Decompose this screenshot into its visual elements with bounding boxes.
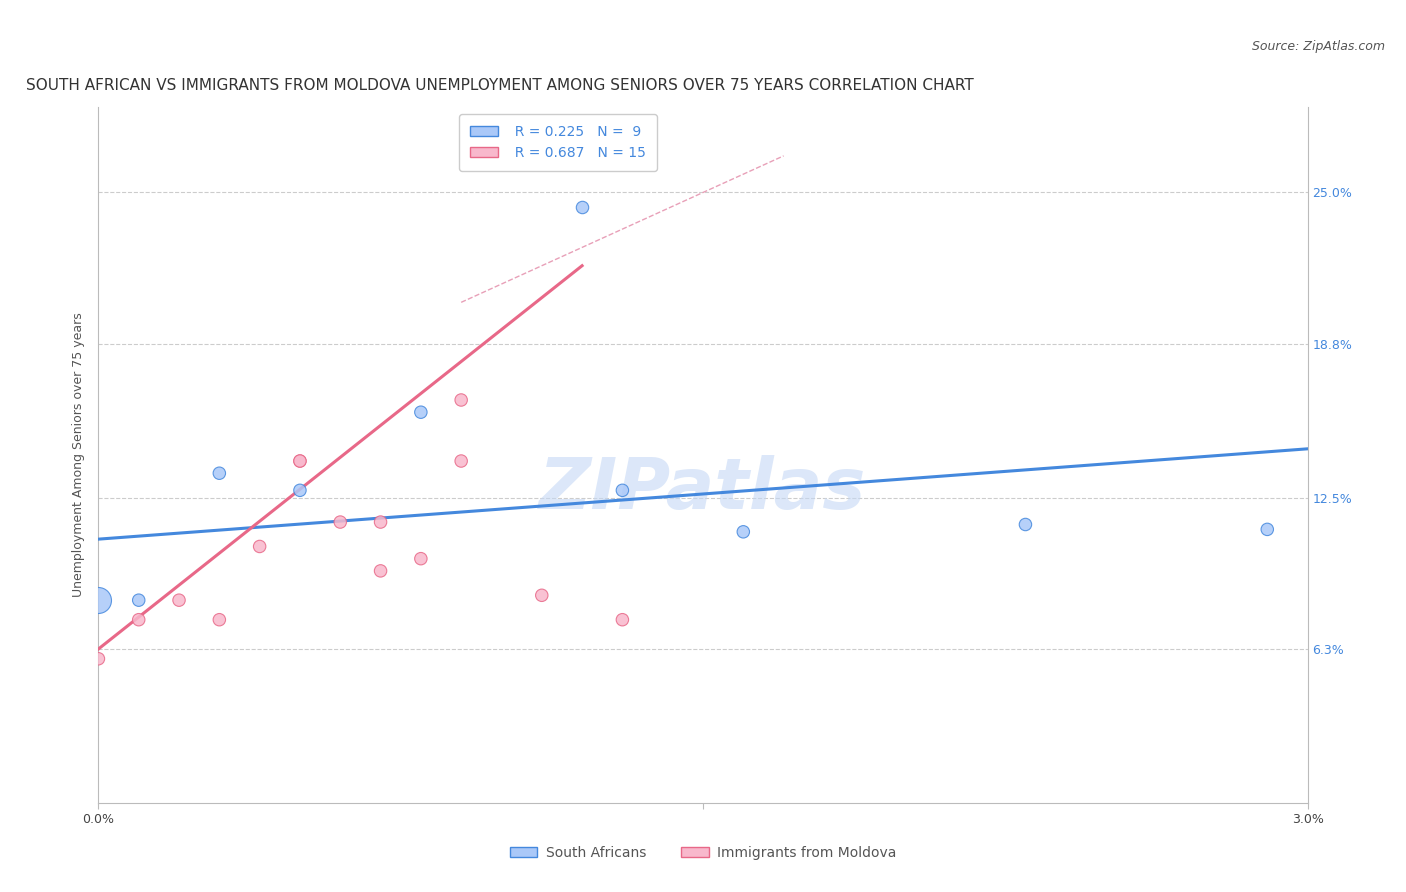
Point (329, 515, 352, 529)
Y-axis label: Unemployment Among Seniors over 75 years: Unemployment Among Seniors over 75 years (72, 312, 86, 598)
Point (612, 483, 634, 498)
Point (409, 405, 432, 419)
Point (370, 515, 392, 529)
Point (288, 483, 311, 498)
Point (1256, 522, 1278, 536)
Point (249, 540, 271, 554)
Point (128, 593, 150, 607)
Legend: South Africans, Immigrants from Moldova: South Africans, Immigrants from Moldova (505, 840, 901, 865)
Point (87, 652, 110, 666)
Point (208, 613, 231, 627)
Point (571, 200, 593, 214)
Point (450, 454, 472, 468)
Point (450, 392, 472, 407)
Point (1014, 517, 1036, 532)
Text: ZIPatlas: ZIPatlas (540, 455, 866, 524)
Text: SOUTH AFRICAN VS IMMIGRANTS FROM MOLDOVA UNEMPLOYMENT AMONG SENIORS OVER 75 YEAR: SOUTH AFRICAN VS IMMIGRANTS FROM MOLDOVA… (25, 78, 973, 94)
Text: Source: ZipAtlas.com: Source: ZipAtlas.com (1251, 40, 1385, 54)
Point (167, 593, 190, 607)
Point (288, 454, 311, 468)
Point (128, 613, 150, 627)
Point (612, 613, 634, 627)
Point (370, 564, 392, 578)
Point (208, 467, 231, 481)
Point (288, 454, 311, 468)
Point (87, 593, 110, 607)
Point (733, 524, 755, 539)
Point (530, 588, 553, 602)
Point (409, 551, 432, 566)
